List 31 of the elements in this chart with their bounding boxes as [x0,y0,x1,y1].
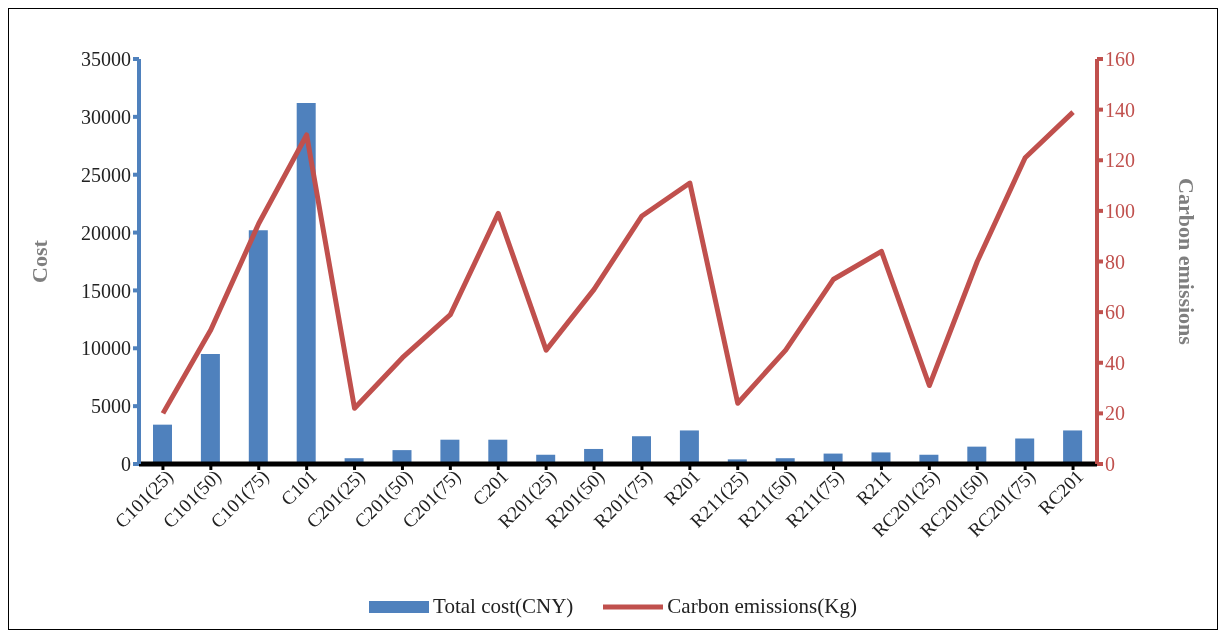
y-axis-title: Cost [26,239,52,283]
y2-tick-label: 20 [1105,402,1125,425]
bar [1015,438,1035,464]
y2-tick-label: 140 [1105,98,1135,121]
y2-tick-label: 60 [1105,301,1125,324]
bar [296,102,316,464]
y-tick-label: 0 [121,453,131,476]
y-tick-label: 15000 [81,279,131,302]
y-tick-label: 30000 [81,105,131,128]
bar [679,430,699,464]
y2-tick-label: 160 [1105,48,1135,71]
bar [200,354,220,464]
legend-label: Carbon emissions(Kg) [667,594,857,619]
bar [440,439,460,464]
bar [488,439,508,464]
bar [248,230,268,464]
y2-tick-label: 100 [1105,199,1135,222]
y2-tick-label: 40 [1105,351,1125,374]
legend-label: Total cost(CNY) [433,594,574,619]
y2-tick-label: 80 [1105,250,1125,273]
bar [1063,430,1083,464]
y-tick-label: 35000 [81,48,131,71]
y2-tick-label: 0 [1105,453,1115,476]
y-tick-label: 10000 [81,337,131,360]
y2-axis-title: Carbon emissions [1174,178,1200,346]
bar [153,424,172,464]
y-tick-label: 20000 [81,221,131,244]
bar [632,436,651,464]
y-tick-label: 5000 [91,395,131,418]
y2-tick-label: 120 [1105,149,1135,172]
y-tick-label: 25000 [81,163,131,186]
